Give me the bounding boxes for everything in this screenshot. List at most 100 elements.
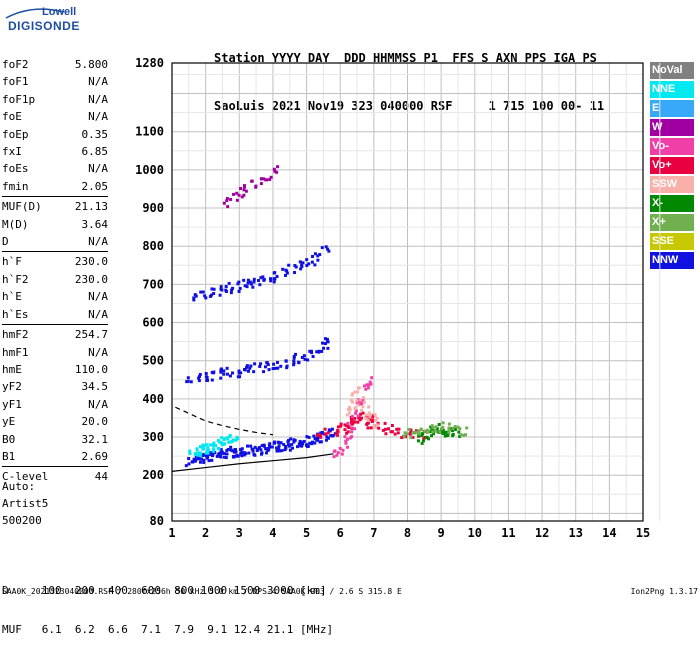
echo-point xyxy=(225,199,229,203)
echo-point xyxy=(222,369,226,373)
echo-point xyxy=(245,365,249,369)
echo-point xyxy=(245,364,249,368)
echo-point xyxy=(346,421,350,425)
echo-point xyxy=(234,450,238,454)
x-tick-label: 10 xyxy=(468,526,482,540)
echo-point xyxy=(259,362,263,366)
echo-point xyxy=(253,453,257,457)
polarization-legend: NoVal NNE E W Vo- Vo+ SSW X- X+ SSE NNW xyxy=(650,62,694,271)
echo-point xyxy=(429,425,433,429)
x-tick-label: 4 xyxy=(269,526,276,540)
x-tick-label: 12 xyxy=(535,526,549,540)
echo-point xyxy=(275,170,279,174)
echo-point xyxy=(272,167,276,171)
echo-point xyxy=(358,398,362,402)
echo-point xyxy=(277,446,281,450)
echo-point xyxy=(325,337,329,341)
legend-item-e: E xyxy=(650,100,694,117)
echo-point xyxy=(416,439,420,443)
echo-point xyxy=(262,443,266,447)
echo-point xyxy=(305,263,309,267)
echo-point xyxy=(249,444,253,448)
echo-point xyxy=(255,449,259,453)
param-value: 6.85 xyxy=(81,145,109,159)
echo-point xyxy=(189,380,193,384)
echo-point xyxy=(313,263,317,267)
echo-point xyxy=(354,409,358,413)
echo-point xyxy=(206,451,210,455)
echo-point xyxy=(353,390,357,394)
echo-point xyxy=(225,449,229,453)
echo-point xyxy=(237,369,241,373)
echo-point xyxy=(218,293,222,297)
echo-point xyxy=(386,427,390,431)
echo-point xyxy=(198,373,202,377)
param-row-fof1p: foF1p N/A xyxy=(2,91,108,108)
echo-point xyxy=(285,271,289,275)
echo-point xyxy=(225,366,229,370)
echo-point xyxy=(260,444,264,448)
echo-point xyxy=(288,448,292,452)
echo-point xyxy=(229,197,233,201)
echo-point xyxy=(453,427,457,431)
echo-point xyxy=(310,260,314,264)
echo-point xyxy=(346,430,350,434)
echo-point xyxy=(263,365,267,369)
echo-point xyxy=(212,447,216,451)
echo-point xyxy=(319,435,323,439)
param-row-foep: foEp 0.35 xyxy=(2,126,108,143)
y-tick-label: 1100 xyxy=(135,125,164,139)
echo-point xyxy=(253,445,257,449)
param-row-yf1: yF1 N/A xyxy=(2,396,108,413)
echo-point xyxy=(230,440,234,444)
echo-point xyxy=(298,260,302,264)
echo-point xyxy=(447,426,451,430)
echo-point xyxy=(231,438,235,442)
param-value: N/A xyxy=(88,290,108,304)
param-key: h`F2 xyxy=(2,272,29,286)
param-value: N/A xyxy=(88,110,108,124)
echo-point xyxy=(285,364,289,368)
echo-point xyxy=(219,440,223,444)
echo-point xyxy=(305,443,309,447)
echo-point xyxy=(354,411,358,415)
echo-point xyxy=(209,293,213,297)
echo-point xyxy=(400,436,404,440)
x-tick-label: 1 xyxy=(168,526,175,540)
param-value: 20.0 xyxy=(81,415,109,429)
legend-item-ssw: SSW xyxy=(650,176,694,193)
echo-point xyxy=(204,375,208,379)
legend-item-vo-: Vo- xyxy=(650,138,694,155)
y-tick-label: 1000 xyxy=(135,163,164,177)
echo-point xyxy=(365,421,369,425)
echo-point xyxy=(323,427,327,431)
echo-point xyxy=(349,418,353,422)
echo-point xyxy=(301,261,305,265)
echo-point xyxy=(273,271,277,275)
echo-point xyxy=(219,451,223,455)
echo-point xyxy=(359,412,363,416)
echo-point xyxy=(276,366,280,370)
echo-point xyxy=(227,281,231,285)
echo-point xyxy=(444,430,448,434)
echo-point xyxy=(409,430,413,434)
echo-point xyxy=(451,429,455,433)
x-tick-label: 7 xyxy=(370,526,377,540)
chart-plot-area xyxy=(171,165,469,472)
echo-point xyxy=(324,438,328,442)
echo-point xyxy=(421,432,425,436)
auto-line-3: 500200 xyxy=(2,514,42,527)
y-tick-label: 400 xyxy=(142,392,164,406)
echo-point xyxy=(362,400,366,404)
echo-point xyxy=(224,456,228,460)
echo-point xyxy=(202,443,206,447)
echo-point xyxy=(209,451,213,455)
param-key: hmF2 xyxy=(2,328,29,342)
echo-point xyxy=(358,417,362,421)
echo-point xyxy=(453,424,457,428)
echo-point xyxy=(362,384,366,388)
param-key: B1 xyxy=(2,449,16,463)
param-key: h`E xyxy=(2,290,22,304)
param-row-hmf2: hmF2 254.7 xyxy=(2,326,108,343)
echo-point xyxy=(246,281,250,285)
